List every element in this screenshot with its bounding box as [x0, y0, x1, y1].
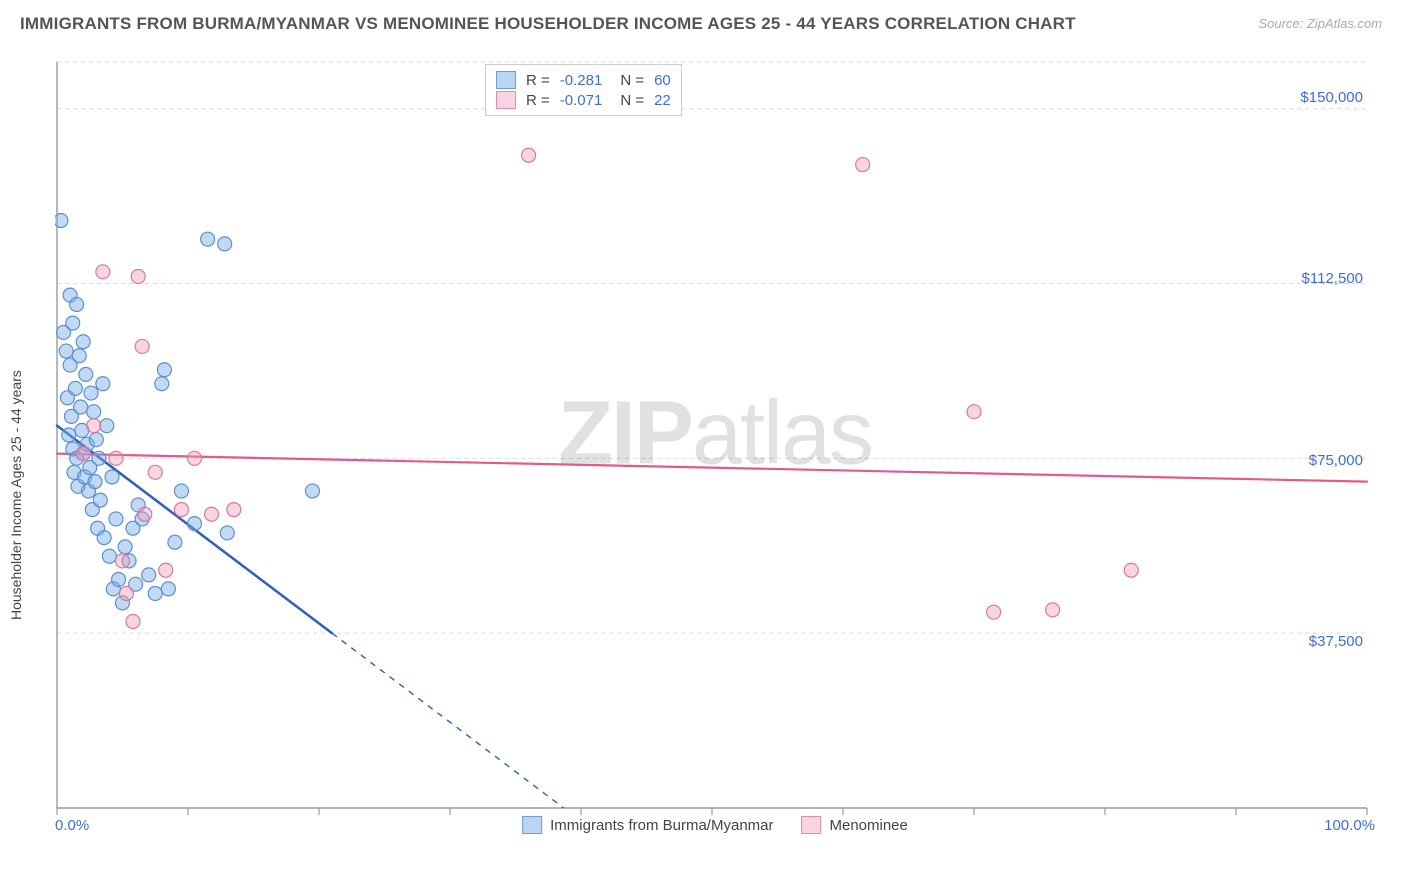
plot-area: ZIPatlas R = -0.281 N = 60 R = -0.071 N … — [55, 60, 1375, 840]
source-attribution: Source: ZipAtlas.com — [1258, 16, 1382, 31]
y-axis-label: Householder Income Ages 25 - 44 years — [8, 370, 24, 620]
swatch-icon — [496, 91, 516, 109]
chart-title: IMMIGRANTS FROM BURMA/MYANMAR VS MENOMIN… — [20, 14, 1076, 34]
legend-item: Menominee — [801, 816, 907, 834]
n-label: N = — [620, 92, 644, 109]
legend-stats-box: R = -0.281 N = 60 R = -0.071 N = 22 — [485, 64, 682, 116]
legend-label: Immigrants from Burma/Myanmar — [550, 817, 773, 834]
n-label: N = — [620, 72, 644, 89]
n-value: 22 — [654, 92, 671, 109]
scatter-plot-svg — [55, 60, 1375, 840]
legend-item: Immigrants from Burma/Myanmar — [522, 816, 773, 834]
swatch-icon — [496, 71, 516, 89]
legend-bottom: Immigrants from Burma/Myanmar Menominee — [522, 816, 908, 834]
legend-stats-row: R = -0.071 N = 22 — [496, 91, 671, 109]
y-tick-label: $75,000 — [1309, 452, 1363, 469]
r-value: -0.281 — [560, 72, 603, 89]
legend-label: Menominee — [829, 817, 907, 834]
y-tick-label: $37,500 — [1309, 633, 1363, 650]
r-label: R = — [526, 92, 550, 109]
x-tick-label: 100.0% — [1324, 817, 1375, 834]
r-label: R = — [526, 72, 550, 89]
y-tick-label: $112,500 — [1302, 270, 1363, 287]
swatch-icon — [522, 816, 542, 834]
swatch-icon — [801, 816, 821, 834]
legend-stats-row: R = -0.281 N = 60 — [496, 71, 671, 89]
n-value: 60 — [654, 72, 671, 89]
r-value: -0.071 — [560, 92, 603, 109]
y-tick-label: $150,000 — [1300, 89, 1363, 106]
chart-container: IMMIGRANTS FROM BURMA/MYANMAR VS MENOMIN… — [0, 0, 1406, 892]
x-tick-label: 0.0% — [55, 817, 89, 834]
